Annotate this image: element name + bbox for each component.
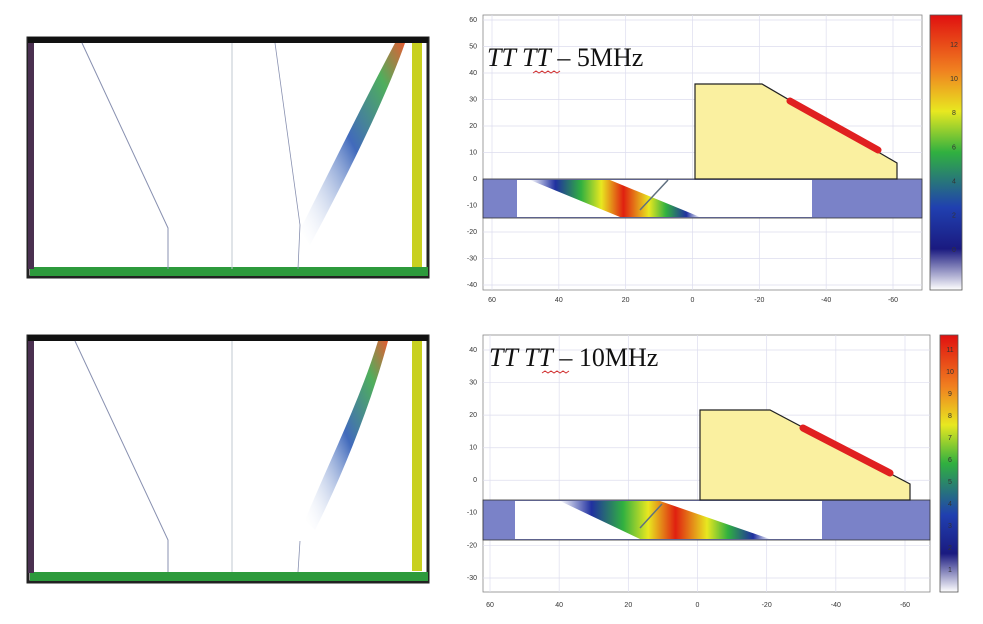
x-tick-label: -60 [888, 297, 898, 304]
y-tick-label: 40 [469, 70, 477, 77]
y-tick-label: 30 [469, 96, 477, 103]
x-tick-label: 40 [555, 602, 563, 609]
y-tick-label: -30 [467, 255, 477, 262]
x-tick-label: 40 [555, 297, 563, 304]
colorbar-tick-label: 3 [948, 523, 952, 530]
simulation-panel: TT TT – 5MHz 6050403020100-10-20-30-4060… [467, 14, 963, 304]
colorbar-tick-label: 10 [950, 76, 958, 83]
colorbar-tick-label: 11 [946, 347, 953, 354]
y-tick-label: 10 [469, 149, 477, 156]
simulation-panel: TT TT – 10MHz 40 30 20 10 0 -10 -20 -30 60 40 20 0 -… [467, 334, 959, 609]
colorbar-tick-label: 6 [952, 144, 956, 151]
panel-title: TT TT – 10MHz [489, 343, 658, 372]
colorbar-tick-label: 2 [948, 545, 952, 552]
colorbar-tick-label: 2 [952, 213, 956, 220]
colorbar-tick-label: 12 [950, 42, 958, 49]
y-tick-label: -20 [467, 542, 477, 549]
x-tick-label: -20 [754, 297, 764, 304]
title-rest: – 5MHz [556, 43, 643, 72]
panel-title: TT TT – 5MHz [487, 43, 643, 72]
bscan-bottom [26, 334, 430, 584]
y-tick-label: 50 [469, 43, 477, 50]
x-tick-label: -60 [900, 602, 910, 609]
x-tick-label: -40 [831, 602, 841, 609]
x-tick-label: 0 [696, 602, 700, 609]
colorbar-tick-label: 0 [952, 247, 956, 254]
x-tick-label: 0 [691, 297, 695, 304]
colorbar-tick-label: 9 [948, 391, 952, 398]
colorbar-tick-label: 6 [948, 457, 952, 464]
y-tick-label: 0 [473, 176, 477, 183]
colorbar-tick-label: 7 [948, 435, 952, 442]
x-tick-label: -40 [821, 297, 831, 304]
y-tick-label: 30 [469, 379, 477, 386]
title-italic: TT TT [487, 43, 552, 72]
y-tick-label: -40 [467, 282, 477, 289]
y-tick-label: 20 [469, 412, 477, 419]
y-tick-label: 40 [469, 347, 477, 354]
y-tick-label: -10 [467, 510, 477, 517]
x-tick-label: 60 [488, 297, 496, 304]
y-tick-label: 10 [469, 445, 477, 452]
y-tick-label: -20 [467, 229, 477, 236]
title-italic: TT TT [489, 343, 554, 372]
x-tick-label: -20 [762, 602, 772, 609]
title-rest: – 10MHz [558, 343, 658, 372]
x-tick-label: 20 [622, 297, 630, 304]
y-tick-label: 60 [469, 17, 477, 24]
colorbar-tick-label: 4 [952, 179, 956, 186]
colorbar-tick-label: 8 [952, 110, 956, 117]
colorbar-tick-label: 10 [946, 369, 954, 376]
x-tick-label: 60 [486, 602, 494, 609]
colorbar-tick-label: 4 [948, 501, 952, 508]
colorbar-tick-label: 5 [948, 479, 952, 486]
y-tick-label: -10 [467, 202, 477, 209]
bscan-top [26, 36, 430, 279]
colorbar-tick-label: 1 [948, 567, 952, 574]
x-tick-label: 20 [624, 602, 632, 609]
y-tick-label: -30 [467, 575, 477, 582]
y-tick-label: 20 [469, 123, 477, 130]
y-tick-label: 0 [473, 477, 477, 484]
colorbar-tick-label: 8 [948, 413, 952, 420]
